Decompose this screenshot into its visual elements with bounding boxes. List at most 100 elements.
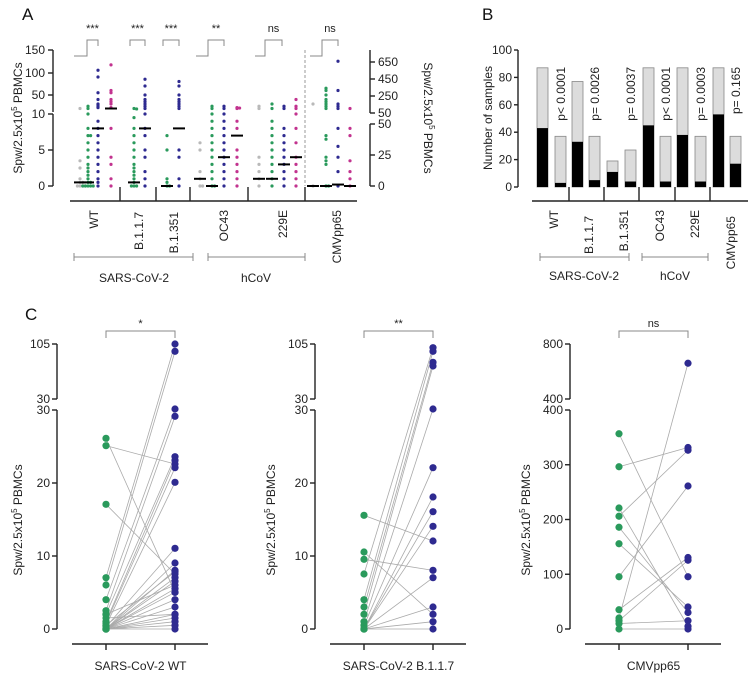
b-bar-total: [588, 135, 601, 188]
a-point: [198, 148, 202, 152]
c-point-vaccinated: [171, 347, 179, 355]
c-point-vaccinated: [171, 412, 179, 420]
a-tick-label: 5: [38, 143, 45, 157]
c-point-convalescent: [615, 540, 623, 548]
a-point: [282, 184, 286, 188]
c-point-vaccinated: [684, 617, 692, 625]
a-point: [78, 177, 82, 181]
a-point: [177, 184, 181, 188]
a-point: [235, 184, 239, 188]
c-tick-label: 200: [543, 513, 563, 527]
c-point-vaccinated: [171, 603, 179, 611]
a-point: [201, 184, 205, 188]
c-significance-bracket: [363, 330, 434, 338]
a-point: [336, 155, 340, 159]
c-point-vaccinated: [684, 573, 692, 581]
a-point: [210, 106, 214, 111]
b-bar-total: [624, 149, 637, 188]
c-pair-line: [105, 591, 176, 630]
a-point: [324, 134, 328, 138]
a-point: [109, 177, 113, 181]
a-point: [222, 148, 226, 152]
b-group-bracket-sars: [539, 253, 630, 261]
a-point: [143, 106, 147, 111]
c-tick-label: 10: [295, 549, 309, 563]
a-point: [270, 155, 274, 159]
a-point: [257, 170, 261, 174]
a-point: [210, 134, 214, 138]
c-pair-line: [618, 485, 689, 577]
a-point: [177, 155, 181, 159]
a-point: [96, 97, 100, 102]
c-pair-line: [363, 558, 434, 571]
a-point: [238, 106, 242, 110]
a-point: [143, 134, 147, 138]
c-point-vaccinated: [429, 537, 437, 545]
c-pair-line: [363, 347, 434, 575]
a-category-label: B.1.1.7: [132, 212, 146, 250]
c-tick-label: 0: [556, 622, 563, 636]
a-point: [294, 184, 298, 188]
a-group-label: SARS-CoV-2: [99, 271, 169, 285]
b-bar-positive: [677, 134, 688, 187]
a-point: [96, 141, 100, 145]
c-point-convalescent: [102, 434, 110, 442]
a-point: [177, 104, 181, 108]
a-ylabel: Spw/2.5x105 PBMCs: [10, 62, 25, 173]
c-point-vaccinated: [171, 625, 179, 633]
a-point: [270, 170, 274, 174]
c-pair-line: [105, 599, 176, 630]
a-group-bracket-hcov: [207, 253, 306, 261]
a-point: [282, 170, 286, 174]
c-pair-line: [105, 460, 176, 622]
c-significance-bracket: [105, 330, 176, 338]
c-point-convalescent: [102, 574, 110, 582]
a-point: [132, 134, 136, 138]
a-point: [282, 126, 286, 130]
c-point-convalescent: [360, 511, 368, 519]
b-tick-label: 40: [499, 125, 513, 139]
a-point: [336, 104, 340, 108]
a-point: [257, 104, 261, 108]
c-pair-line: [105, 351, 176, 586]
c-significance-bracket: [618, 330, 689, 338]
c-pair-line: [618, 363, 689, 619]
c-point-vaccinated: [684, 603, 692, 611]
a-point: [143, 155, 147, 159]
a-category-label: OC43: [217, 210, 231, 242]
a-point: [222, 106, 226, 111]
b-bar-positive: [695, 181, 706, 187]
a-significance-label: ***: [131, 23, 145, 35]
a-point: [324, 162, 328, 166]
a-point: [165, 180, 169, 184]
c-pair-line: [105, 624, 176, 630]
c-tick-label: 20: [37, 476, 51, 490]
a-tick-label: 50: [32, 88, 46, 102]
a-point: [96, 170, 100, 174]
c-point-convalescent: [615, 430, 623, 438]
b-pvalue-label: p= 0.0037: [624, 67, 638, 121]
a-point: [270, 162, 274, 166]
a-point: [257, 162, 261, 166]
a-point: [222, 126, 226, 130]
c-point-vaccinated: [429, 625, 437, 633]
a-point: [210, 170, 214, 174]
a-point: [132, 155, 136, 159]
c-pair-line: [105, 571, 176, 626]
a-point: [270, 141, 274, 145]
c-point-convalescent: [102, 621, 110, 629]
a-point: [96, 180, 100, 184]
a-point: [210, 162, 214, 166]
a-point: [336, 59, 340, 63]
b-pvalue-label: p< 0.0001: [659, 67, 673, 121]
b-tick-label: 20: [499, 153, 513, 167]
c-point-vaccinated: [429, 574, 437, 582]
a-point: [96, 68, 100, 72]
a-point: [222, 162, 226, 166]
a-significance-bracket: [310, 39, 339, 57]
a-point: [270, 134, 274, 138]
c-point-vaccinated: [684, 556, 692, 564]
c-point-vaccinated: [684, 446, 692, 454]
a-point: [294, 170, 298, 174]
a-point: [96, 162, 100, 166]
